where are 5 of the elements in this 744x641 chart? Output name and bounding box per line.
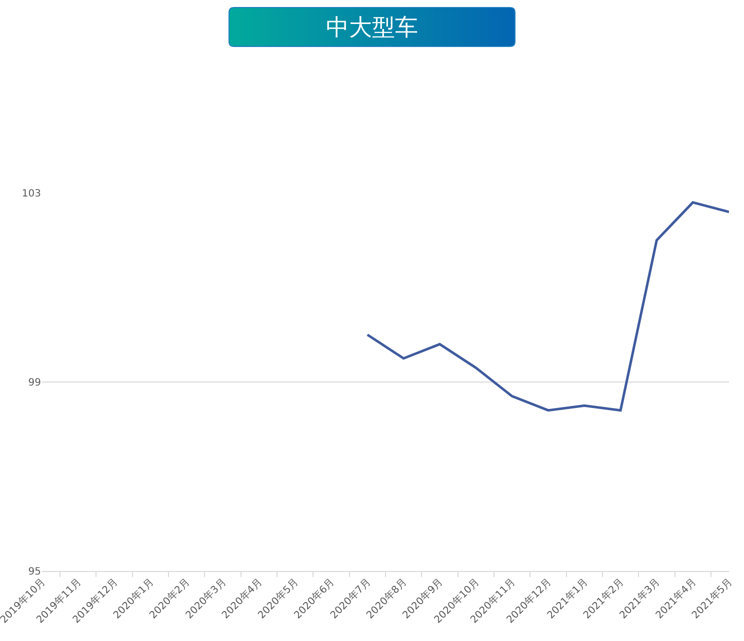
y-tick-label: 103 [22, 188, 41, 200]
y-tick-label: 99 [28, 378, 41, 388]
line-series [366, 201, 729, 412]
chart-title: 中大型车 [326, 15, 418, 42]
y-tick-label: 95 [28, 566, 41, 578]
